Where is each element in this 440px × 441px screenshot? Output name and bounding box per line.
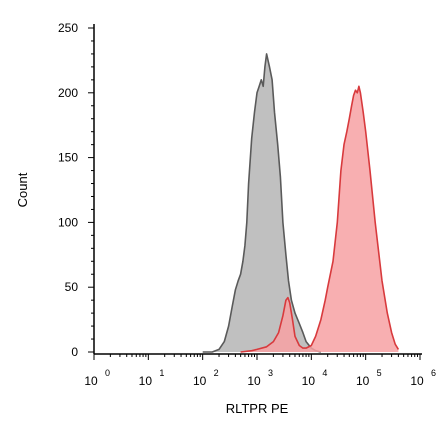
- x-tick-label: 10: [193, 374, 207, 388]
- y-axis-title: Count: [15, 172, 30, 207]
- x-tick-label-exponent: 6: [431, 368, 436, 378]
- series-layer: [202, 53, 400, 353]
- axes-layer: [88, 24, 422, 360]
- series-1-area: [202, 53, 321, 353]
- x-tick-label-exponent: 2: [214, 368, 219, 378]
- x-tick-label: 10: [410, 374, 424, 388]
- x-tick-label-exponent: 4: [322, 368, 327, 378]
- x-tick-label: 10: [247, 374, 261, 388]
- x-tick-label: 10: [356, 374, 370, 388]
- y-tick-label: 0: [71, 345, 78, 359]
- y-tick-label: 250: [58, 21, 78, 35]
- y-tick-label: 150: [58, 151, 78, 165]
- x-tick-label: 10: [302, 374, 316, 388]
- x-tick-label: 10: [139, 374, 153, 388]
- x-tick-label-exponent: 1: [159, 368, 164, 378]
- x-tick-label-exponent: 3: [268, 368, 273, 378]
- series-2-area: [240, 86, 399, 353]
- x-tick-label-exponent: 0: [105, 368, 110, 378]
- y-tick-label: 200: [58, 86, 78, 100]
- y-tick-label: 50: [65, 280, 79, 294]
- series-1-line: [202, 53, 322, 353]
- x-tick-label-exponent: 5: [377, 368, 382, 378]
- x-axis-title: RLTPR PE: [226, 401, 289, 416]
- y-tick-label: 100: [58, 215, 78, 229]
- series-2-line: [240, 85, 400, 353]
- x-tick-label: 10: [84, 374, 98, 388]
